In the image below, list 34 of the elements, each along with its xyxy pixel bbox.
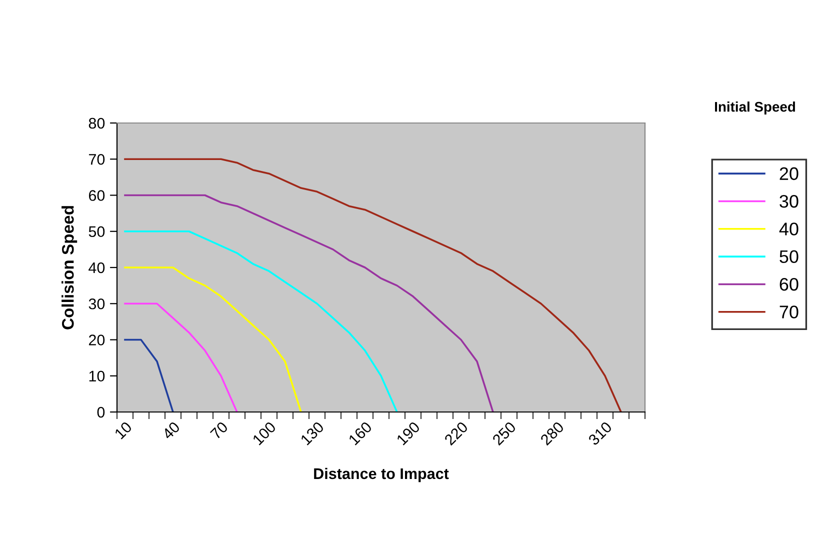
y-tick-label: 0	[97, 406, 105, 418]
x-tick-label: 220	[444, 421, 469, 446]
legend-label: 60	[780, 278, 798, 291]
line-series	[124, 230, 398, 412]
legend-label: 40	[779, 222, 798, 236]
legend-label: 70	[780, 306, 798, 318]
x-tick-label: 310	[588, 421, 613, 446]
y-tick-label: 60	[88, 190, 105, 201]
legend-title: Initial Speed	[715, 102, 795, 114]
x-axis-title: Distance to Impact	[314, 468, 449, 482]
y-tick-label: 30	[88, 298, 105, 310]
x-tick-label: 70	[210, 421, 229, 440]
x-tick-label: 280	[540, 421, 565, 446]
line-series	[124, 158, 622, 412]
y-axis-title: Collision Speed	[62, 206, 78, 330]
x-tick-label: 250	[492, 421, 517, 446]
legend-label: 20	[780, 167, 798, 180]
y-tick-label: 50	[88, 226, 105, 238]
x-tick-label: 130	[300, 421, 325, 446]
y-tick-label: 70	[88, 154, 105, 165]
line-series	[124, 194, 494, 412]
x-tick-label: 40	[162, 421, 181, 440]
y-tick-label: 20	[88, 334, 105, 346]
x-tick-label: 100	[252, 421, 277, 446]
legend-label: 30	[780, 194, 798, 208]
y-tick-label: 80	[88, 118, 105, 129]
y-tick-label: 40	[88, 262, 105, 274]
y-tick-label: 10	[89, 370, 105, 382]
x-tick-label: 160	[348, 421, 373, 446]
x-tick-label: 190	[396, 421, 421, 446]
line-series	[124, 302, 238, 412]
legend-label: 50	[780, 250, 798, 264]
x-tick-label: 10	[114, 421, 133, 440]
line-series	[124, 266, 302, 412]
